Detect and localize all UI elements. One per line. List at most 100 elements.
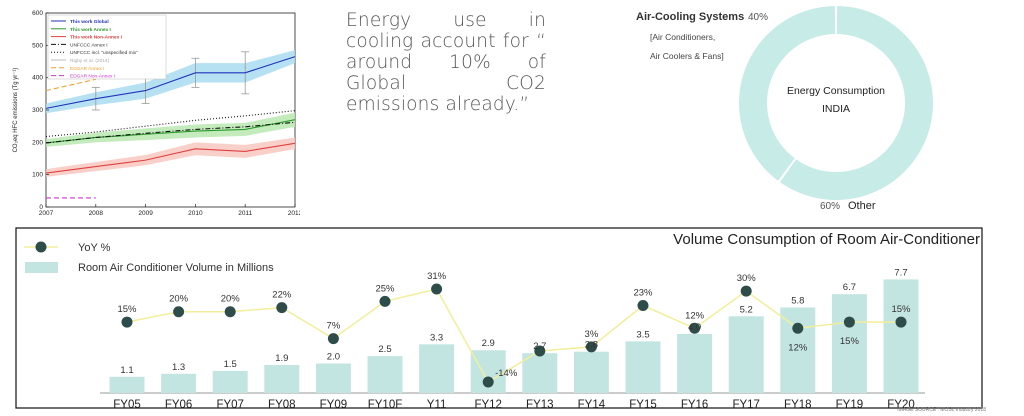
volume-bar-fy08: [264, 364, 300, 393]
volume-bar-fy19: [831, 294, 867, 393]
category-label-fy07: FY07: [216, 399, 244, 411]
hfc-legend-label-1: This work Annex I: [70, 27, 112, 33]
volume-bar-fy17: [728, 316, 764, 393]
volume-legend: YoY % Room Air Conditioner Volume in Mil…: [24, 241, 274, 274]
yoy-point-fy13: [534, 345, 546, 357]
legend-volume-label: Room Air Conditioner Volume in Millions: [78, 262, 274, 274]
category-label-fy18: FY18: [784, 399, 812, 411]
volume-bar-fy18: [780, 307, 816, 393]
hfc-y-tick-label: 100: [32, 172, 43, 179]
yoy-point-fy12: [482, 376, 494, 388]
hfc-y-axis-label: CO₂eq HFC emissions (Tg yr⁻¹): [13, 68, 19, 153]
category-label-fy08: FY08: [268, 399, 296, 411]
yoy-label: 23%: [633, 288, 653, 299]
legend-yoy-label: YoY %: [78, 242, 111, 254]
volume-bar-fy09: [315, 363, 351, 393]
volume-bar-fy06: [161, 373, 197, 393]
yoy-point-fy17: [740, 285, 752, 297]
hfc-series-line-3: [45, 121, 296, 144]
hfc-x-tick-label: 2012: [288, 210, 300, 217]
volume-bar-label: 3.5: [636, 329, 649, 340]
yoy-line: [126, 288, 901, 384]
hfc-x-tick-label: 2008: [89, 210, 104, 217]
volume-bar-fy14: [573, 351, 609, 393]
yoy-label: 15%: [891, 304, 911, 315]
category-label-fy10f: FY10F: [368, 399, 403, 411]
legend-yoy-dot: [35, 241, 47, 253]
hfc-x-tick-label: 2011: [238, 210, 252, 217]
category-label-fy06: FY06: [165, 399, 193, 411]
volume-bar-label: 3.3: [430, 332, 443, 343]
volume-bar-label: 7.7: [894, 267, 907, 278]
yoy-label: 15%: [840, 336, 860, 347]
slice-label-air-cooling: Air-Cooling Systems: [636, 11, 744, 23]
hfc-legend: This work Global This work Annex I This wo…: [47, 14, 167, 80]
slice-percent-air-cooling: 40%: [748, 12, 768, 23]
hfc-emissions-chart: 2007 2008 2009 2010 2011 2012 0 100 200 300 400 500…: [13, 10, 300, 217]
yoy-label: 12%: [685, 310, 705, 321]
volume-bar-label: 5.8: [791, 295, 804, 306]
yoy-label: 30%: [737, 273, 757, 284]
hfc-legend-label-3: UNFCCC Annex I: [70, 42, 108, 48]
hfc-legend-label-6: EDGAR Annex I: [70, 66, 104, 72]
volume-bar-label: 1.3: [172, 362, 185, 373]
volume-bar-label: 1.1: [120, 365, 133, 376]
donut-slice-1: [779, 6, 933, 201]
donut-center-title: Energy Consumption: [787, 85, 885, 97]
hfc-y-tick-label: 400: [32, 75, 43, 82]
slice-sublabel-line-2: Air Coolers & Fans]: [650, 51, 724, 61]
yoy-point-fy16: [689, 322, 701, 334]
volume-bar-fy13: [522, 353, 558, 393]
yoy-point-y11: [431, 283, 443, 295]
hfc-legend-label-2: This work Non-Annex I: [70, 35, 123, 41]
energy-quote: Energy use in cooling account for “ arou…: [346, 10, 546, 115]
data-labels: 1.1 1.3 1.5 1.9 2.0 2.5 3.3 2.9 2.7 2.8 3.5 4.0 5.2 5…: [117, 267, 911, 379]
yoy-label: 22%: [272, 290, 292, 301]
volume-bar-label: 2.5: [378, 344, 391, 355]
hfc-x-tick-label: 2010: [188, 210, 203, 217]
yoy-point-fy05: [121, 316, 133, 328]
category-label-fy17: FY17: [732, 399, 760, 411]
hfc-y-tick-label: 0: [39, 204, 43, 211]
yoy-label: 25%: [375, 283, 395, 294]
hfc-series-line-2: [45, 142, 296, 174]
category-label-fy09: FY09: [320, 399, 348, 411]
volume-bar-label: 1.9: [275, 353, 288, 364]
yoy-point-fy07: [224, 306, 236, 318]
yoy-points: [121, 283, 907, 388]
hfc-plot-area: [45, 50, 296, 199]
hfc-legend-label-4: UNFCCC incl. “unspecified mix”: [70, 50, 138, 56]
yoy-point-fy19: [843, 316, 855, 328]
yoy-point-fy06: [173, 306, 185, 318]
yoy-point-fy20: [895, 316, 907, 328]
volume-bar-label: 2.7: [533, 341, 546, 352]
donut-slice-0: [739, 6, 836, 181]
category-label-fy14: FY14: [578, 399, 606, 411]
hfc-band-2: [46, 137, 295, 177]
volume-bar-fy20: [883, 279, 919, 393]
category-label-fy19: FY19: [836, 399, 864, 411]
energy-donut-chart: Energy Consumption INDIA Air-Cooling Sys…: [636, 6, 933, 212]
volume-bar-label: 5.2: [740, 304, 753, 315]
volume-chart-title: Volume Consumption of Room Air-Condition…: [673, 231, 980, 248]
slice-percent-other: 60%: [820, 201, 840, 212]
slice-sublabel-line-1: [Air Conditioners,: [650, 32, 715, 42]
category-axis: FY05 FY06 FY07 FY08 FY09 FY10F Y11 FY12 FY13 FY14…: [113, 399, 915, 411]
yoy-point-fy15: [637, 300, 649, 312]
yoy-point-fy08: [276, 302, 288, 314]
image-source-note: IMAGE SOURCE : MOSL Industry 2018: [897, 407, 986, 413]
volume-bar-label: 6.7: [843, 282, 856, 293]
volume-bar-label: 2.9: [482, 338, 495, 349]
yoy-label: 31%: [427, 271, 447, 282]
hfc-band-1: [46, 112, 295, 147]
hfc-axes: 2007 2008 2009 2010 2011 2012 0 100 200 300 400 500…: [32, 10, 300, 217]
hfc-legend-label-0: This work Global: [70, 19, 109, 25]
yoy-point-fy09: [327, 333, 339, 345]
yoy-polyline: [126, 288, 901, 384]
yoy-label: 15%: [117, 304, 137, 315]
yoy-label: 20%: [169, 294, 189, 305]
volume-bar-label: 1.5: [224, 359, 237, 370]
hfc-series-line-6: [45, 78, 96, 92]
yoy-label: 20%: [221, 294, 241, 305]
category-label-fy12: FY12: [474, 399, 502, 411]
